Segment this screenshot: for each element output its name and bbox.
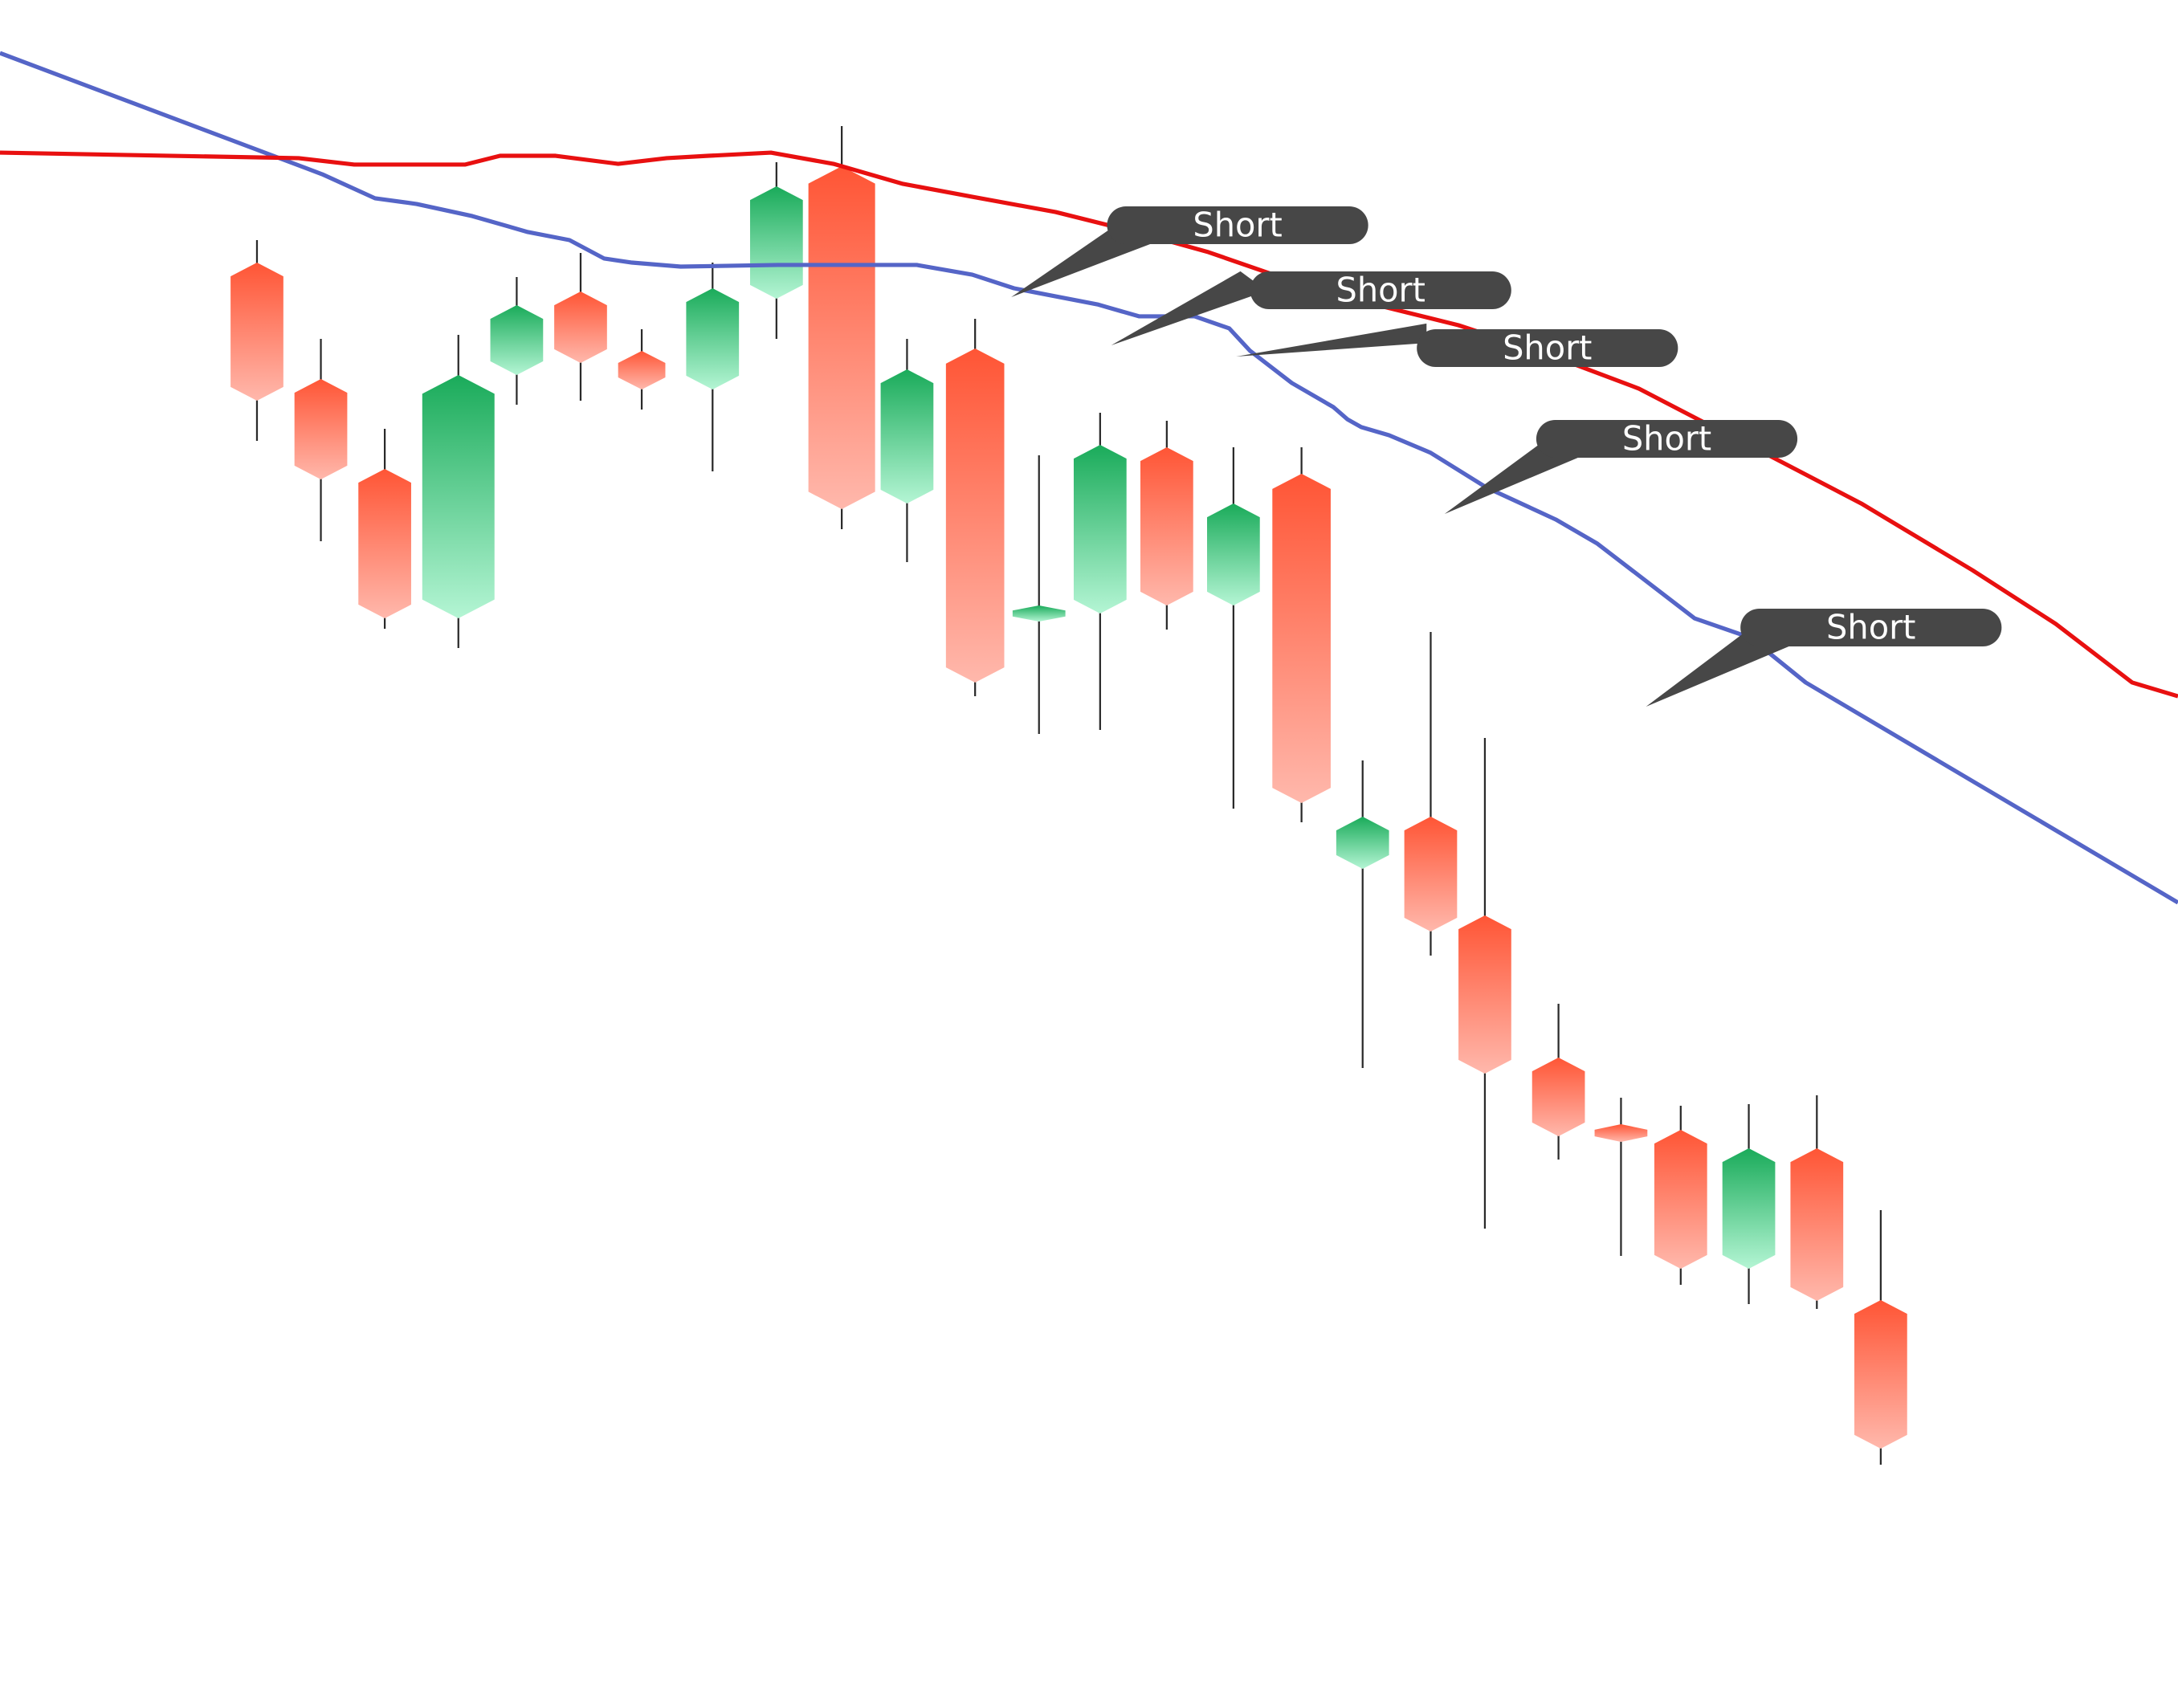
bullish-candle-body — [1012, 605, 1066, 622]
bearish-candle-body — [1532, 1058, 1585, 1136]
candle — [230, 240, 283, 441]
callout-label: Short — [1622, 418, 1711, 458]
candle — [554, 253, 607, 401]
callout-bubble — [1417, 329, 1678, 367]
indicator-lines-layer — [0, 51, 2178, 905]
bearish-candle-body — [1790, 1148, 1844, 1301]
candle — [1532, 1003, 1585, 1160]
candle — [808, 126, 875, 529]
candle — [490, 277, 544, 406]
callout-label: Short — [1193, 205, 1282, 244]
callout-bubble — [1536, 420, 1798, 459]
candle — [1458, 738, 1511, 1229]
bearish-candle-body — [358, 469, 411, 618]
callout-bubble — [1740, 609, 2002, 647]
candle — [1073, 412, 1127, 731]
candle — [1272, 447, 1331, 822]
bullish-candle-body — [422, 375, 495, 618]
bearish-candle-body — [1140, 447, 1193, 605]
bearish-candle-body — [1458, 915, 1511, 1074]
short-signal-callout: Short — [1111, 270, 1511, 345]
bearish-candle-body — [1404, 816, 1458, 931]
short-signal-callout: Short — [1011, 205, 1368, 297]
bearish-candle-body — [808, 166, 875, 509]
candle — [1654, 1105, 1707, 1285]
callout-bubble — [1107, 206, 1368, 244]
bullish-candle-body — [880, 369, 934, 503]
bearish-candle-body — [1854, 1300, 1907, 1449]
short-signal-callout: Short — [1236, 323, 1678, 367]
bearish-candle-body — [554, 291, 607, 363]
candle — [1790, 1095, 1844, 1310]
callout-pointer — [1111, 271, 1267, 345]
bullish-candle-body — [490, 305, 544, 376]
slow-moving-average-line — [0, 150, 2178, 699]
callout-pointer — [1236, 323, 1427, 357]
short-signal-callout: Short — [1444, 418, 1798, 514]
bearish-candle-body — [1594, 1124, 1648, 1142]
bullish-candle-body — [1207, 503, 1260, 605]
candles-layer — [230, 126, 1907, 1465]
candle — [1012, 455, 1066, 734]
candle — [945, 319, 1005, 697]
callout-label: Short — [1336, 270, 1425, 309]
candle — [1854, 1210, 1907, 1465]
bearish-candle-body — [618, 351, 666, 390]
candle — [1404, 631, 1458, 956]
candle — [686, 263, 740, 471]
bearish-candle-body — [230, 263, 283, 401]
candle — [1722, 1103, 1776, 1305]
candle — [880, 338, 934, 563]
bearish-candle-body — [945, 349, 1005, 683]
candle — [422, 335, 495, 648]
fast-moving-average-line — [0, 51, 2178, 905]
callout-label: Short — [1826, 607, 1915, 646]
bullish-candle-body — [1336, 816, 1389, 869]
short-signal-callout: Short — [1646, 607, 2002, 707]
candle — [749, 161, 803, 339]
callouts-layer: Short Short Short Short Short — [1011, 205, 2002, 707]
candle — [1336, 760, 1389, 1069]
bullish-candle-body — [686, 288, 740, 390]
candle — [1140, 421, 1193, 630]
bearish-candle-body — [294, 379, 348, 479]
candle — [358, 428, 411, 629]
candle — [618, 328, 666, 410]
bearish-candle-body — [1272, 474, 1331, 804]
callout-bubble — [1250, 271, 1511, 309]
callout-label: Short — [1503, 328, 1592, 367]
bullish-candle-body — [1073, 445, 1127, 613]
bullish-candle-body — [749, 186, 803, 299]
candle — [1207, 447, 1260, 809]
candle — [294, 338, 348, 541]
bearish-candle-body — [1654, 1130, 1707, 1269]
bullish-candle-body — [1722, 1148, 1776, 1269]
candle — [1594, 1097, 1648, 1256]
